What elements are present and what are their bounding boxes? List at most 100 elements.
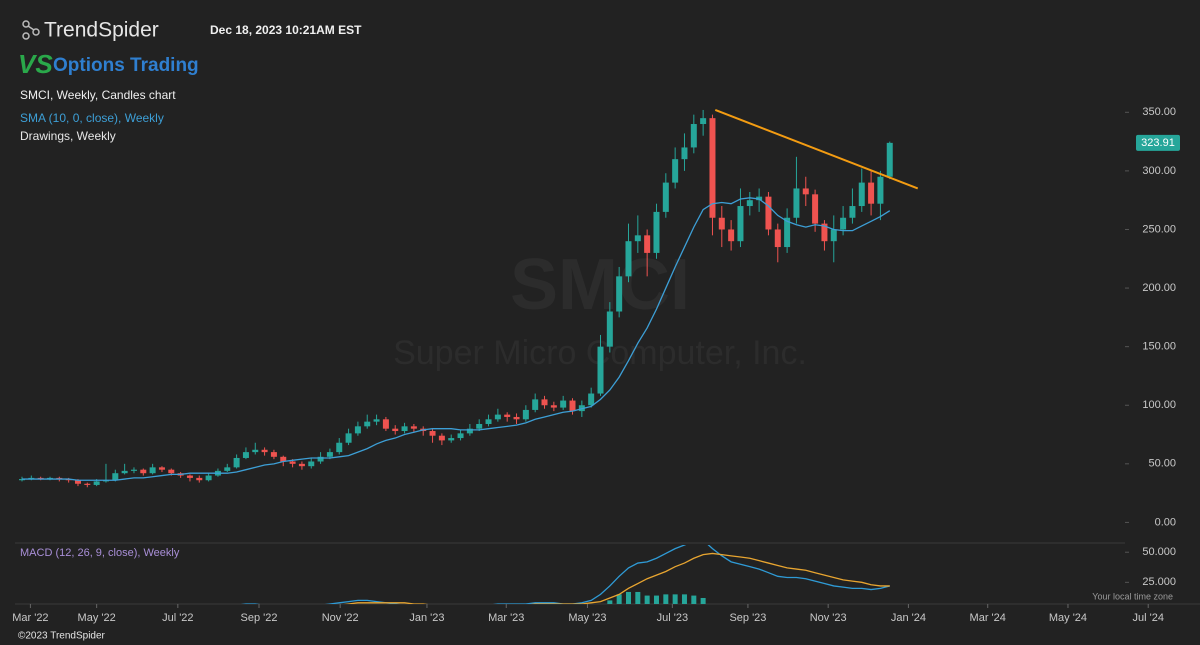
candle-body bbox=[784, 217, 791, 248]
x-tick-label: Jul '22 bbox=[162, 612, 193, 624]
x-tick-label: Mar '23 bbox=[488, 612, 524, 624]
candle-body bbox=[373, 419, 380, 422]
drawings-label: Drawings, Weekly bbox=[20, 129, 116, 143]
candle-body bbox=[457, 433, 464, 439]
y-tick-label: 350.00 bbox=[1142, 106, 1176, 118]
candle-body bbox=[709, 118, 716, 218]
candle-body bbox=[886, 142, 893, 177]
last-price-label: 323.91 bbox=[1141, 137, 1175, 149]
candle-body bbox=[653, 211, 660, 253]
signal-line bbox=[343, 552, 890, 604]
candle-body bbox=[93, 481, 100, 485]
candle-body bbox=[700, 118, 707, 125]
candle-body bbox=[830, 229, 837, 242]
candle-body bbox=[858, 182, 865, 207]
candle-body bbox=[718, 217, 725, 230]
x-tick-label: Jul '24 bbox=[1132, 612, 1163, 624]
candle-body bbox=[644, 235, 651, 253]
candle-body bbox=[690, 124, 697, 148]
y-tick-label: 200.00 bbox=[1142, 282, 1176, 294]
macd-label: MACD (12, 26, 9, close), Weekly bbox=[20, 547, 180, 559]
macd-histogram-bar bbox=[653, 595, 659, 604]
candle-body bbox=[364, 421, 371, 427]
candle-body bbox=[326, 452, 333, 457]
overlay-label: SMA (10, 0, close), Weekly bbox=[20, 111, 164, 125]
candle-body bbox=[746, 200, 753, 207]
candle-body bbox=[672, 159, 679, 183]
macd-y-tick-label: 50.000 bbox=[1142, 546, 1176, 558]
y-tick-label: 250.00 bbox=[1142, 223, 1176, 235]
candle-body bbox=[74, 480, 81, 484]
macd-histogram-bar bbox=[672, 594, 678, 604]
trend-line bbox=[714, 109, 919, 190]
x-tick-label: May '23 bbox=[568, 612, 606, 624]
macd-histogram-bar bbox=[663, 594, 669, 604]
macd-histogram-bar bbox=[681, 594, 687, 604]
candle-body bbox=[494, 414, 501, 420]
candle-body bbox=[597, 346, 604, 394]
candle-body bbox=[410, 426, 417, 429]
candle-body bbox=[130, 469, 137, 471]
candle-body bbox=[382, 419, 389, 429]
x-tick-label: Mar '24 bbox=[970, 612, 1006, 624]
y-tick-label: 50.00 bbox=[1148, 458, 1176, 470]
x-tick-label: Mar '22 bbox=[12, 612, 48, 624]
candle-body bbox=[662, 182, 669, 212]
candle-body bbox=[205, 475, 212, 481]
candle-body bbox=[298, 463, 305, 467]
candle-body bbox=[765, 196, 772, 230]
candle-body bbox=[270, 452, 277, 457]
x-tick-label: Nov '23 bbox=[810, 612, 847, 624]
candle-body bbox=[513, 416, 520, 420]
candle-body bbox=[485, 419, 492, 424]
timezone-note: Your local time zone bbox=[1092, 591, 1173, 601]
macd-histogram-bar bbox=[700, 597, 706, 604]
logo-text: Options Trading bbox=[53, 55, 199, 76]
candle-body bbox=[158, 467, 165, 470]
macd-histogram-bar bbox=[635, 591, 641, 604]
macd-histogram-bar bbox=[607, 600, 613, 604]
candle-body bbox=[476, 423, 483, 429]
candle-body bbox=[532, 399, 539, 410]
candle-body bbox=[448, 438, 455, 441]
candle-body bbox=[812, 194, 819, 224]
candle-body bbox=[606, 311, 613, 347]
candle-body bbox=[569, 400, 576, 412]
macd-histogram-bar bbox=[644, 595, 650, 604]
candle-body bbox=[550, 405, 557, 408]
candle-body bbox=[121, 470, 128, 474]
candle-body bbox=[289, 461, 296, 464]
candle-body bbox=[522, 409, 529, 420]
candle-body bbox=[224, 467, 231, 471]
x-tick-label: Jan '23 bbox=[409, 612, 444, 624]
candle-body bbox=[233, 457, 240, 468]
x-tick-label: Nov '22 bbox=[322, 612, 359, 624]
candle-body bbox=[392, 428, 399, 432]
watermark: SMCI bbox=[510, 245, 690, 325]
price-pane bbox=[18, 109, 919, 488]
candle-body bbox=[429, 431, 436, 436]
candle-body bbox=[877, 176, 884, 204]
last-price-box bbox=[1136, 134, 1180, 151]
candle-body bbox=[168, 469, 175, 474]
candle-body bbox=[438, 435, 445, 441]
y-tick-label: 0.00 bbox=[1155, 516, 1176, 528]
sma-line bbox=[21, 197, 891, 481]
x-tick-label: Jul '23 bbox=[657, 612, 688, 624]
candle-body bbox=[681, 147, 688, 160]
candle-body bbox=[840, 217, 847, 230]
candle-body bbox=[466, 428, 473, 434]
candle-body bbox=[186, 475, 193, 478]
x-tick-label: May '22 bbox=[78, 612, 116, 624]
macd-histogram-bar bbox=[691, 595, 697, 604]
candle-body bbox=[308, 461, 315, 467]
candle-body bbox=[802, 188, 809, 195]
brand-name: TrendSpider bbox=[44, 19, 159, 42]
x-tick-label: Sep '23 bbox=[729, 612, 766, 624]
candle-body bbox=[821, 223, 828, 242]
candle-body bbox=[793, 188, 800, 218]
candle-body bbox=[588, 393, 595, 406]
macd-y-tick-label: 25.000 bbox=[1142, 576, 1176, 588]
candle-body bbox=[336, 442, 343, 453]
candle-body bbox=[728, 229, 735, 242]
